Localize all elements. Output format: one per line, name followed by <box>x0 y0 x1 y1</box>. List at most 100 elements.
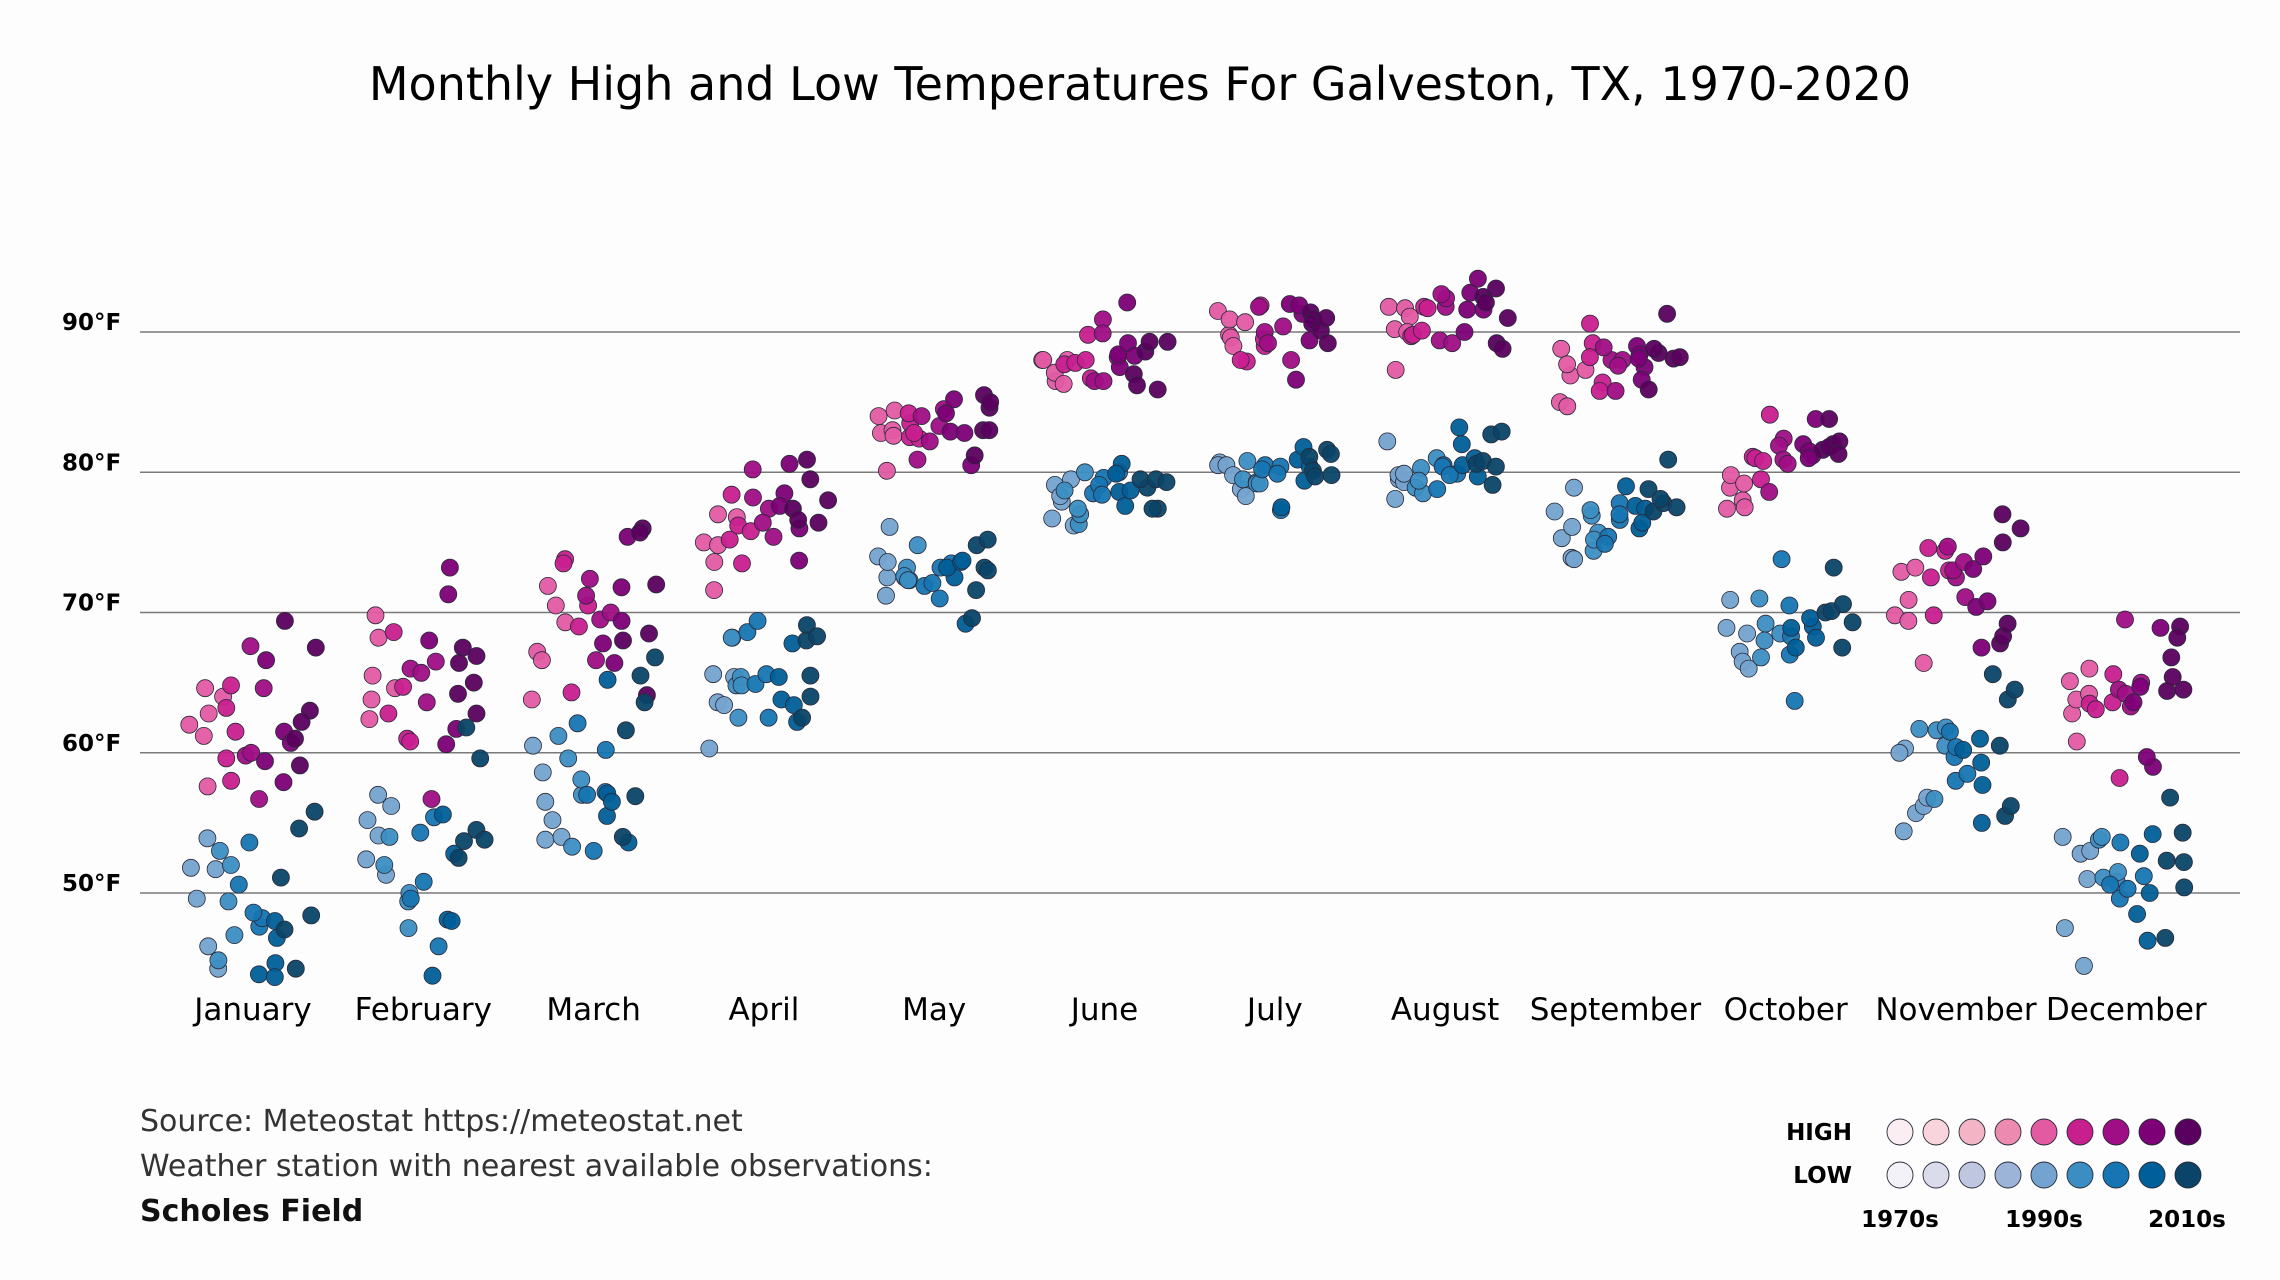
low-temp-point <box>722 628 741 647</box>
low-temp-point <box>2134 867 2153 886</box>
high-temp-point <box>1993 533 2012 552</box>
legend-decade-1990s: 1990s <box>2005 1207 2083 1233</box>
low-temp-point <box>357 850 376 869</box>
high-temp-point <box>1754 452 1773 470</box>
high-temp-point <box>1558 397 1577 416</box>
low-temp-point <box>401 889 420 908</box>
low-temp-point <box>953 551 972 570</box>
high-temp-point <box>1418 299 1437 318</box>
low-temp-point <box>524 736 542 755</box>
high-temp-point <box>274 773 293 792</box>
high-temp-point <box>440 558 459 577</box>
high-temp-point <box>955 424 974 442</box>
high-temp-point <box>720 530 739 549</box>
low-temp-point <box>429 937 448 956</box>
low-temp-point <box>930 589 949 608</box>
high-temp-point <box>1274 317 1292 336</box>
legend-low-swatch <box>1886 1161 1914 1189</box>
high-temp-point <box>612 612 631 630</box>
low-temp-point <box>578 785 596 804</box>
high-temp-point <box>1282 351 1300 369</box>
high-temp-point <box>1054 374 1073 393</box>
high-temp-point <box>1034 351 1053 369</box>
high-temp-point <box>1477 293 1495 312</box>
x-axis-ticks: January February March April May June July Augu… <box>192 992 2207 1028</box>
high-temp-point <box>1455 323 1474 341</box>
low-temp-point <box>1833 638 1852 657</box>
high-temp-point <box>1658 304 1676 323</box>
high-temp-point <box>1469 269 1487 288</box>
legend-low-swatch <box>2138 1161 2166 1189</box>
low-temp-point <box>271 868 290 887</box>
x-tick-label: June <box>1069 992 1139 1028</box>
x-tick-label: May <box>902 992 966 1028</box>
low-temp-point <box>1565 478 1583 497</box>
low-temp-point <box>1450 418 1469 437</box>
legend-low-swatch <box>1994 1161 2022 1189</box>
low-temp-point <box>1440 466 1459 485</box>
high-temp-point <box>286 729 304 748</box>
low-temp-point <box>793 708 811 727</box>
y-tick-label: 80°F <box>62 450 121 476</box>
high-temp-point <box>384 623 403 641</box>
high-temp-point <box>1224 337 1243 355</box>
high-temp-point <box>1606 381 1625 400</box>
high-temp-point <box>292 713 311 731</box>
y-tick-label: 50°F <box>62 871 121 897</box>
high-temp-point <box>2137 748 2156 766</box>
x-tick-label: September <box>1530 992 1702 1028</box>
low-temp-point <box>265 968 284 986</box>
high-temp-point <box>1645 339 1663 358</box>
low-temp-point <box>1941 722 1959 741</box>
high-temp-point <box>705 581 723 599</box>
legend-high-swatch <box>1922 1118 1950 1146</box>
low-temp-point <box>302 906 321 925</box>
low-temp-point <box>382 797 401 815</box>
high-temp-point <box>1379 297 1398 316</box>
legend-decade-2010s: 2010s <box>2148 1207 2226 1233</box>
high-temp-point <box>733 554 751 573</box>
high-temp-point <box>467 647 486 665</box>
source-note: Source: Meteostat https://meteostat.net <box>140 1104 743 1139</box>
low-temp-point <box>187 889 206 908</box>
high-temp-point <box>1919 539 1938 557</box>
high-temp-point <box>275 612 294 630</box>
high-temp-point <box>420 631 439 650</box>
low-temp-point <box>199 937 218 956</box>
high-temp-point <box>1629 349 1648 368</box>
high-temp-point <box>2116 610 2134 629</box>
low-temp-point <box>613 828 632 846</box>
high-temp-point <box>464 673 483 692</box>
low-temp-point <box>2130 844 2149 863</box>
low-temp-point <box>1483 475 1502 494</box>
chart-title: Monthly High and Low Temperatures For Ga… <box>369 57 1911 111</box>
low-temp-point <box>536 792 555 811</box>
high-temp-point <box>1498 309 1517 327</box>
high-temp-point <box>394 677 413 696</box>
low-temp-point <box>899 571 917 590</box>
high-temp-point <box>753 513 772 532</box>
high-temp-point <box>819 491 837 510</box>
high-temp-point <box>722 485 741 504</box>
low-temp-point <box>1755 631 1774 650</box>
low-temp-point <box>1667 498 1686 517</box>
legend-swatches <box>1886 1118 2202 1189</box>
high-temp-point <box>363 666 382 685</box>
low-temp-point <box>784 696 803 714</box>
high-temp-point <box>194 727 213 745</box>
high-temp-point <box>1250 297 1268 316</box>
high-temp-point <box>250 790 269 808</box>
high-temp-point <box>1609 356 1627 375</box>
x-tick-label: February <box>355 992 492 1028</box>
high-temp-point <box>1978 592 1997 611</box>
high-temp-point <box>1220 310 1239 329</box>
high-temp-point <box>417 693 436 712</box>
low-temp-point <box>1910 720 1929 738</box>
low-temp-point <box>471 749 490 768</box>
high-temp-point <box>401 732 420 751</box>
low-temp-point <box>2128 905 2147 923</box>
high-temp-point <box>2151 619 2170 637</box>
low-temp-point <box>1545 502 1564 521</box>
low-temp-point <box>1807 628 1825 647</box>
low-temp-point <box>878 553 897 571</box>
